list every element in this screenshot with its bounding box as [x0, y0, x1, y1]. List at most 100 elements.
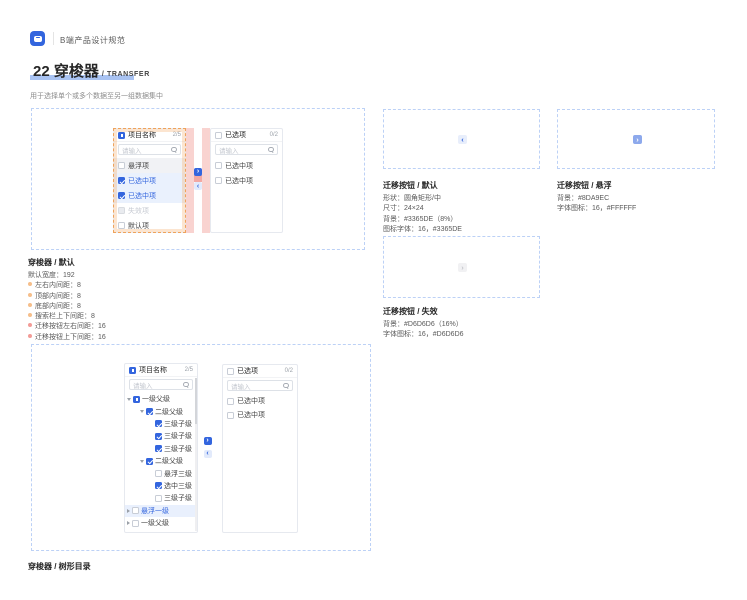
caret-down-icon[interactable]	[140, 410, 144, 414]
tree-node[interactable]: 一级父级	[125, 393, 197, 405]
spec-line: 背景：#3365DE（8%）	[383, 215, 458, 223]
search-placeholder: 请输入	[231, 383, 251, 391]
search-input[interactable]: 请输入	[215, 144, 278, 155]
transfer-button-default[interactable]: ‹	[458, 135, 467, 144]
checkbox-checked-icon[interactable]	[146, 408, 153, 416]
spacing-marker-left	[186, 128, 194, 233]
checkbox-checked-icon[interactable]	[118, 192, 125, 199]
tree-node[interactable]: 三级子级	[125, 418, 197, 430]
tree-target-list: 已选项 0/2 请输入 已选中项 已选中项	[222, 364, 298, 533]
list-item[interactable]: 已选中项	[114, 188, 185, 203]
list-item[interactable]: 已选中项	[211, 173, 282, 188]
checkbox-checked-icon[interactable]	[155, 432, 162, 440]
spec-bullet: 左右内间距：8	[28, 281, 106, 291]
tree-node[interactable]: 一级父级	[125, 517, 197, 529]
logo-glyph-icon	[33, 35, 42, 42]
list-item[interactable]: 已选中项	[223, 408, 297, 422]
tree-node[interactable]: 三级子级	[125, 492, 197, 504]
checkbox-indeterminate-icon[interactable]	[129, 366, 136, 374]
tree-node[interactable]: 二级父级	[125, 455, 197, 467]
tree-node[interactable]: 悬浮一级	[125, 504, 197, 517]
caret-down-icon[interactable]	[140, 459, 144, 463]
list-item[interactable]: 默认项	[114, 218, 185, 232]
checkbox-checked-icon[interactable]	[155, 420, 162, 428]
list-title: 已选项	[237, 368, 258, 375]
list-header: 已选项 0/2	[223, 365, 297, 378]
checkbox-checked-icon[interactable]	[146, 457, 153, 465]
list-item-label: 已选中项	[225, 162, 253, 170]
caret-down-icon[interactable]	[127, 397, 131, 401]
tree-source-list: 项目名称 2/5 请输入 一级父级 二级父级 三级子级 三级子级 三级子级 二级…	[124, 363, 198, 533]
scrollbar-thumb[interactable]	[195, 378, 197, 424]
checkbox-unchecked-icon[interactable]	[215, 177, 222, 184]
page-title: 22 穿梭器 / TRANSFER	[33, 60, 150, 81]
spec-bullet: 迁移按钮上下间距：16	[28, 333, 106, 343]
page-title-text: 22 穿梭器	[33, 63, 99, 80]
checkbox-unchecked-icon[interactable]	[118, 162, 125, 169]
list-item[interactable]: 已选中项	[223, 394, 297, 408]
spec-bullet: 顶部内间距：8	[28, 292, 106, 302]
caret-right-icon[interactable]	[127, 508, 130, 513]
list-item-label: 已选中项	[128, 192, 156, 200]
transfer-button-hover[interactable]: ›	[633, 135, 642, 144]
checkbox-unchecked-icon[interactable]	[132, 507, 139, 515]
tree-node[interactable]: 三级子级	[125, 430, 197, 442]
list-item-label: 已选中项	[237, 412, 265, 419]
orange-dot-icon	[28, 282, 32, 287]
checkbox-unchecked-icon[interactable]	[227, 397, 234, 405]
spec-bullet-text: 迁移按钮上下间距：16	[35, 333, 106, 341]
list-item: 失效项	[114, 203, 185, 218]
checkbox-checked-icon[interactable]	[118, 177, 125, 184]
caret-right-icon[interactable]	[127, 521, 130, 526]
tree-node-label: 悬浮三级	[164, 470, 192, 478]
tree-node-label: 一级父级	[141, 520, 169, 528]
chevron-left-icon: ‹	[461, 134, 464, 144]
spec-bullet: 底部内间距：8	[28, 302, 106, 312]
pink-dot-icon	[28, 333, 32, 338]
checkbox-unchecked-icon[interactable]	[155, 494, 162, 502]
checkbox-unchecked-icon[interactable]	[227, 411, 234, 419]
checkbox-unchecked-icon[interactable]	[132, 519, 139, 527]
move-right-button[interactable]: ›	[203, 436, 212, 445]
list-count: 2/5	[184, 367, 193, 373]
transfer-source-list: 项目名称 2/5 请输入 悬浮项 已选中项 已选中项 失效项 默认项	[113, 128, 186, 233]
spec-line: 默认宽度：192	[28, 272, 75, 279]
tree-node-label: 选中三级	[164, 482, 192, 490]
search-placeholder: 请输入	[122, 147, 142, 155]
search-input[interactable]: 请输入	[227, 380, 293, 391]
page-description: 用于选择单个或多个数据至另一组数据集中	[30, 93, 163, 100]
transfer-button-disabled: ›	[458, 263, 467, 272]
checkbox-unchecked-icon[interactable]	[227, 367, 234, 375]
title-highlight-bar	[30, 75, 134, 80]
spec-line: 背景：#D6D6D6（16%）	[383, 321, 463, 328]
checkbox-checked-icon[interactable]	[155, 482, 162, 490]
tree-node[interactable]: 二级父级	[125, 405, 197, 417]
checkbox-unchecked-icon[interactable]	[155, 470, 162, 478]
search-icon	[283, 382, 289, 389]
search-input[interactable]: 请输入	[118, 144, 181, 155]
tree-node-label: 三级子级	[164, 420, 192, 428]
checkbox-indeterminate-icon[interactable]	[118, 131, 125, 139]
move-left-button[interactable]: ‹	[194, 182, 202, 190]
tree-node[interactable]: 选中三级	[125, 480, 197, 492]
checkbox-unchecked-icon[interactable]	[215, 131, 222, 139]
tree-node[interactable]: 三级子级	[125, 443, 197, 455]
tree-transfer-caption: 穿梭器 / 树形目录	[28, 562, 91, 571]
checkbox-unchecked-icon[interactable]	[215, 162, 222, 169]
checkbox-indeterminate-icon[interactable]	[133, 395, 140, 403]
checkbox-unchecked-icon[interactable]	[118, 222, 125, 229]
move-left-button[interactable]: ‹	[203, 449, 212, 458]
spec-line: 背景：#8DA9EC	[557, 195, 610, 202]
scrollbar[interactable]	[195, 378, 197, 531]
tree-node[interactable]: 悬浮三级	[125, 467, 197, 479]
search-input[interactable]: 请输入	[129, 379, 193, 390]
search-icon	[171, 146, 177, 153]
chevron-right-icon: ›	[206, 437, 209, 444]
list-header: 已选项 0/2	[211, 129, 282, 142]
spacing-marker-between-buttons	[194, 175, 202, 182]
list-item[interactable]: 已选中项	[114, 173, 185, 188]
list-item[interactable]: 已选中项	[211, 158, 282, 173]
list-item[interactable]: 悬浮项	[114, 158, 185, 173]
checkbox-checked-icon[interactable]	[155, 445, 162, 453]
move-right-button[interactable]: ›	[194, 167, 202, 176]
